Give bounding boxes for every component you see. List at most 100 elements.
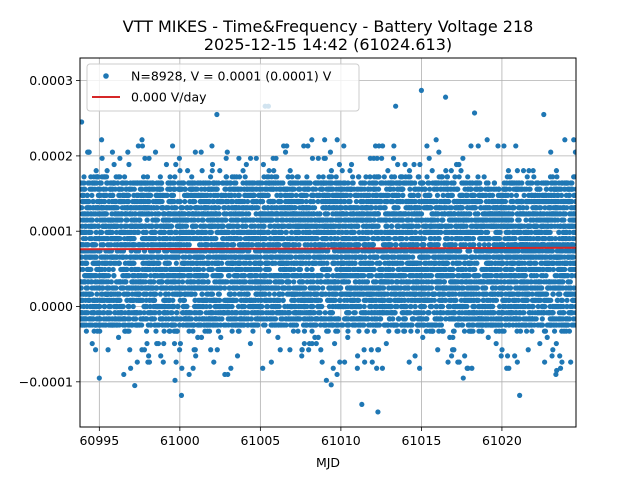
data-point	[124, 266, 130, 273]
data-point	[126, 303, 132, 310]
data-point	[217, 168, 223, 174]
data-point	[182, 254, 189, 260]
data-point	[166, 260, 172, 266]
data-point	[167, 328, 173, 334]
data-point	[277, 347, 283, 353]
data-point	[164, 192, 170, 198]
data-point	[109, 149, 116, 155]
data-point	[84, 260, 90, 266]
data-point	[247, 340, 254, 347]
data-points	[80, 87, 576, 415]
data-point	[103, 186, 109, 192]
data-point	[126, 273, 132, 279]
data-point	[322, 137, 328, 143]
data-point	[301, 328, 308, 334]
data-point	[142, 155, 148, 161]
data-point	[99, 137, 105, 143]
data-point	[262, 322, 268, 328]
data-point	[192, 291, 198, 297]
data-point	[99, 155, 105, 161]
data-point	[185, 168, 191, 174]
data-point	[351, 229, 357, 236]
data-point	[104, 168, 110, 174]
data-point	[95, 174, 101, 180]
data-point	[220, 223, 226, 229]
data-point	[89, 340, 95, 347]
data-point	[156, 211, 162, 217]
data-point	[299, 353, 305, 359]
data-point	[139, 143, 146, 149]
data-point	[204, 273, 210, 279]
data-point	[143, 273, 149, 279]
data-point	[103, 211, 110, 217]
data-point	[94, 291, 100, 297]
data-point	[94, 217, 100, 223]
data-point	[176, 155, 182, 161]
data-point	[93, 254, 99, 260]
data-point	[195, 217, 201, 223]
data-point	[335, 235, 341, 242]
data-point	[141, 347, 148, 353]
data-point	[255, 322, 261, 328]
data-point	[183, 223, 190, 229]
data-point	[304, 174, 310, 180]
data-point	[120, 285, 127, 291]
data-point	[143, 328, 150, 334]
data-point	[126, 316, 133, 322]
data-point	[137, 217, 143, 223]
data-point	[229, 303, 235, 310]
data-point	[315, 155, 321, 161]
data-point	[246, 211, 252, 217]
data-point	[253, 155, 259, 161]
data-point	[291, 279, 297, 285]
data-point	[211, 359, 217, 365]
data-point	[327, 149, 334, 155]
data-point	[154, 217, 161, 223]
data-point	[159, 279, 165, 285]
data-point	[205, 242, 211, 248]
data-point	[166, 217, 173, 223]
data-point	[255, 205, 261, 211]
data-point	[88, 266, 94, 273]
data-point	[191, 322, 197, 328]
data-point	[184, 303, 190, 310]
data-point	[259, 303, 265, 310]
data-point	[82, 186, 88, 192]
data-point	[345, 328, 351, 334]
data-point	[92, 347, 99, 353]
data-point	[152, 235, 159, 242]
data-point	[171, 303, 177, 310]
data-point	[229, 328, 235, 334]
data-point	[334, 371, 340, 378]
data-point	[93, 229, 99, 236]
data-point	[236, 155, 242, 161]
data-point	[310, 303, 316, 310]
data-point	[105, 347, 111, 353]
data-point	[100, 242, 106, 248]
data-point	[168, 229, 175, 236]
data-point	[192, 149, 198, 155]
data-point	[107, 303, 114, 310]
data-point	[159, 180, 165, 186]
data-point	[97, 303, 103, 310]
data-point	[317, 297, 324, 303]
data-point	[141, 310, 147, 316]
data-point	[200, 217, 206, 223]
data-point	[290, 328, 297, 334]
data-point	[117, 155, 123, 161]
data-point	[90, 316, 96, 322]
data-point	[101, 310, 107, 316]
data-point	[181, 180, 187, 186]
data-point	[286, 279, 292, 285]
data-point	[80, 205, 85, 211]
data-point	[98, 180, 104, 186]
data-point	[159, 198, 165, 205]
data-point	[85, 310, 91, 316]
data-point	[222, 285, 228, 291]
data-point	[223, 174, 230, 180]
data-point	[161, 328, 167, 334]
data-point	[127, 347, 133, 353]
data-point	[102, 198, 108, 205]
data-point	[315, 285, 321, 291]
data-point	[102, 266, 108, 273]
